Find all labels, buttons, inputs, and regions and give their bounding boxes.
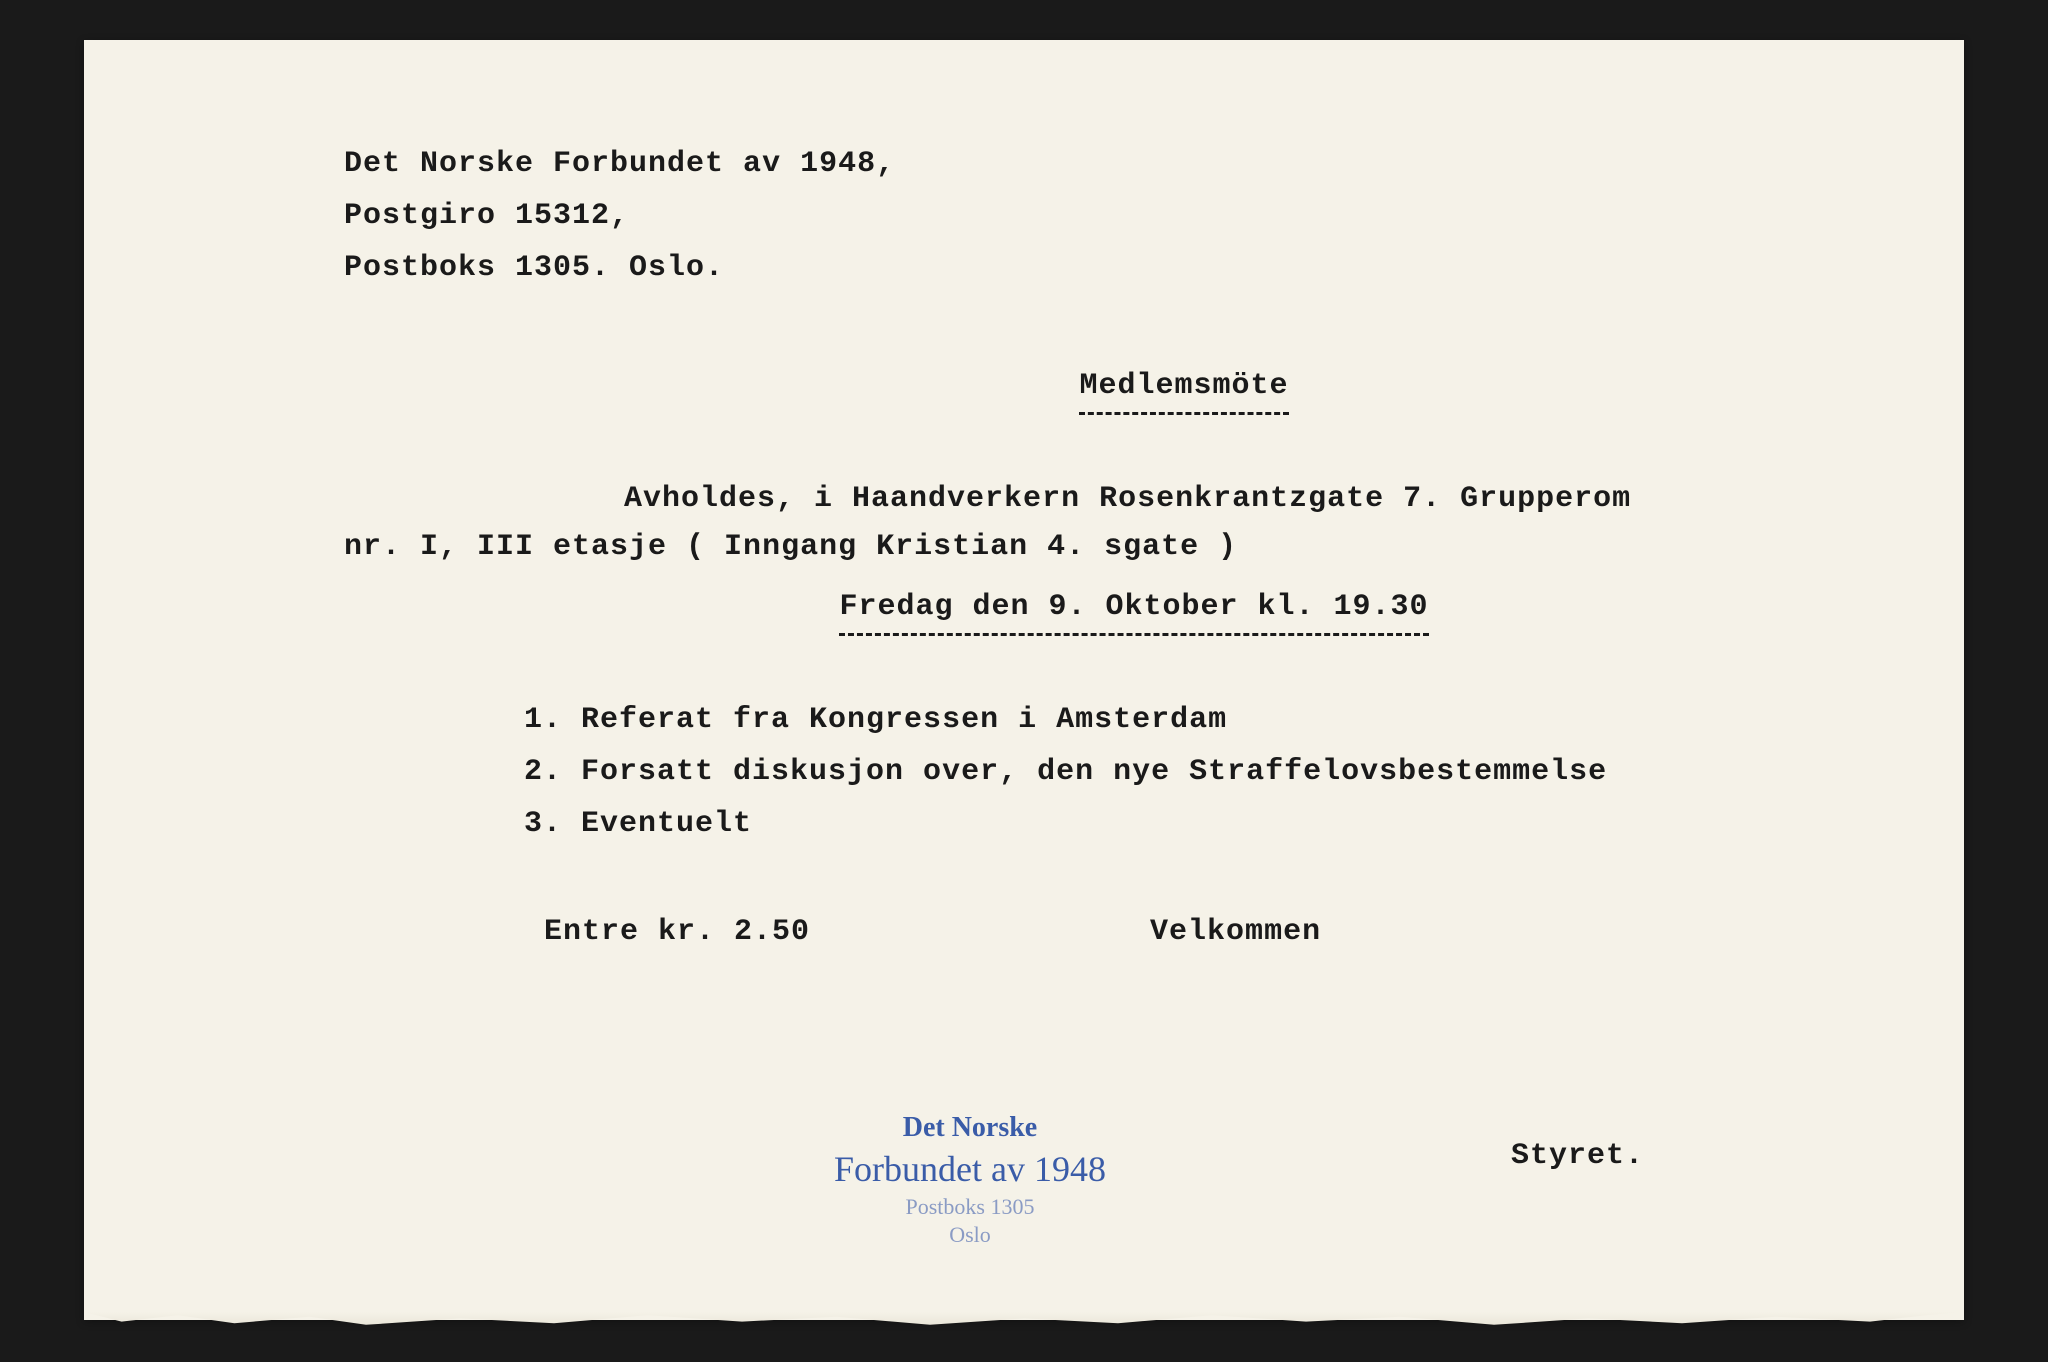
signature: Styret. (1511, 1139, 1644, 1173)
stamp-line-2: Forbundet av 1948 (834, 1146, 1106, 1193)
location-line-1: Avholdes, i Haandverkern Rosenkrantzgate… (344, 475, 1824, 523)
agenda-block: 1. Referat fra Kongressen i Amsterdam 2.… (344, 696, 1824, 848)
agenda-item-1: 1. Referat fra Kongressen i Amsterdam (524, 696, 1824, 744)
meeting-date: Fredag den 9. Oktober kl. 19.30 (839, 583, 1428, 636)
welcome-text: Velkommen (1150, 908, 1321, 956)
torn-paper-edge (84, 1312, 1964, 1328)
document-title: Medlemsmöte (1079, 362, 1288, 415)
agenda-item-2: 2. Forsatt diskusjon over, den nye Straf… (524, 748, 1824, 796)
stamp-line-3: Postboks 1305 (834, 1193, 1106, 1222)
postbox: Postboks 1305. Oslo. (344, 244, 1824, 292)
location-line-2: nr. I, III etasje ( Inngang Kristian 4. … (344, 523, 1824, 571)
location-block: Avholdes, i Haandverkern Rosenkrantzgate… (344, 475, 1824, 571)
agenda-item-3: 3. Eventuelt (524, 800, 1824, 848)
stamp-line-1: Det Norske (834, 1110, 1106, 1146)
header-block: Det Norske Forbundet av 1948, Postgiro 1… (344, 140, 1824, 292)
org-name: Det Norske Forbundet av 1948, (344, 140, 1824, 188)
signature-block: Styret. (1511, 1132, 1644, 1180)
postgiro: Postgiro 15312, (344, 192, 1824, 240)
document-paper: Det Norske Forbundet av 1948, Postgiro 1… (84, 40, 1964, 1320)
entry-fee: Entre kr. 2.50 (544, 908, 810, 956)
footer-block: Entre kr. 2.50 Velkommen (344, 908, 1824, 956)
stamp-line-4: Oslo (834, 1221, 1106, 1250)
date-block: Fredag den 9. Oktober kl. 19.30 (344, 583, 1824, 636)
stamp-block: Det Norske Forbundet av 1948 Postboks 13… (834, 1110, 1106, 1250)
title-block: Medlemsmöte (344, 362, 1824, 415)
